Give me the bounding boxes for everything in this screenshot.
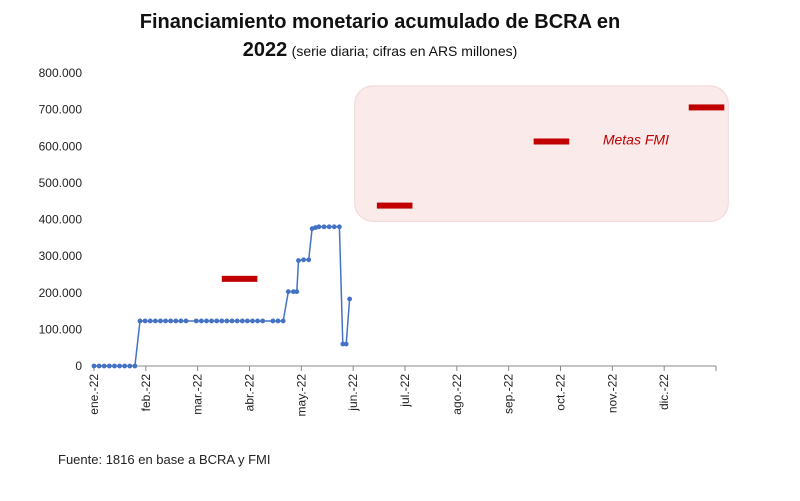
series-point [142, 318, 148, 324]
targets-highlight-box [354, 85, 729, 222]
y-tick-label: 100.000 [39, 322, 83, 336]
series-point [117, 363, 122, 369]
series-point [106, 363, 112, 369]
series-point [306, 257, 312, 263]
x-tick-label: jul.-22 [398, 374, 412, 408]
x-tick-label: feb.-22 [139, 374, 153, 412]
series-point [132, 363, 138, 369]
series-point [137, 318, 143, 324]
series-point [280, 318, 286, 324]
series-point [290, 289, 296, 295]
series-point [122, 363, 128, 369]
y-tick-label: 0 [75, 359, 82, 373]
series-point [316, 224, 322, 230]
y-tick-label: 700.000 [39, 103, 83, 117]
series-point [127, 363, 133, 369]
series-point [239, 318, 245, 324]
series-point [198, 318, 204, 324]
series-point [152, 318, 158, 324]
series-point [224, 318, 230, 324]
series-point [285, 289, 291, 295]
series-point [331, 224, 337, 230]
series-point [229, 318, 235, 324]
series-point [214, 318, 220, 324]
title-line-2: 2022 [242, 39, 288, 61]
series-point [209, 318, 214, 324]
series-point [326, 224, 332, 230]
x-tick-label: sep.-22 [502, 374, 516, 414]
series-point [270, 318, 276, 324]
imf-target-marker [221, 275, 258, 282]
series-point [178, 318, 184, 324]
x-tick-label: oct.-22 [554, 374, 568, 411]
x-tick-label: nov.-22 [605, 374, 619, 413]
series-point [193, 318, 199, 324]
series-point [101, 363, 107, 369]
series-point [112, 363, 117, 369]
series-point [244, 318, 250, 324]
series-point [158, 318, 163, 324]
y-tick-label: 400.000 [39, 213, 83, 227]
y-tick-label: 600.000 [39, 139, 83, 153]
y-tick-label: 300.000 [39, 249, 83, 263]
series-point [321, 224, 327, 230]
imf-target-marker [688, 104, 725, 111]
series-point [234, 318, 240, 324]
series-point [91, 363, 97, 369]
x-tick-label: ene.-22 [87, 374, 101, 415]
x-tick-label: jun.-22 [346, 374, 360, 412]
imf-targets-label: Metas FMI [603, 131, 669, 147]
series-line [94, 226, 351, 367]
imf-target-marker [533, 138, 570, 145]
series-point [147, 318, 153, 324]
x-tick-label: mar.-22 [191, 374, 205, 415]
series-point [275, 318, 281, 324]
series-point [183, 318, 189, 324]
x-tick-label: dic.-22 [657, 374, 671, 410]
x-tick-label: ago.-22 [450, 374, 464, 415]
series-point [163, 318, 168, 324]
series-point [347, 296, 353, 302]
x-tick-label: may.-22 [294, 374, 308, 417]
series-point [219, 318, 225, 324]
series-point [250, 318, 255, 324]
chart-title: Financiamiento monetario acumulado de BC… [0, 8, 760, 64]
series-point [204, 318, 209, 324]
series-point [343, 341, 349, 347]
imf-target-marker [376, 202, 413, 209]
source-note: Fuente: 1816 en base a BCRA y FMI [58, 452, 271, 467]
series-point [296, 258, 301, 263]
series-point [168, 318, 174, 324]
y-tick-label: 500.000 [39, 176, 83, 190]
series-point [336, 224, 342, 230]
series-point [301, 257, 307, 263]
series-point [340, 341, 346, 347]
y-tick-label: 800.000 [39, 66, 83, 80]
series-point [255, 318, 260, 324]
series-point [96, 363, 102, 369]
chart-subtitle: (serie diaria; cifras en ARS millones) [291, 43, 518, 59]
series-point [173, 318, 179, 324]
x-tick-label: abr.-22 [243, 374, 257, 412]
series-point [260, 318, 266, 324]
series-point [294, 289, 300, 295]
title-line-1: Financiamiento monetario acumulado de BC… [139, 11, 621, 33]
y-tick-label: 200.000 [39, 286, 83, 300]
